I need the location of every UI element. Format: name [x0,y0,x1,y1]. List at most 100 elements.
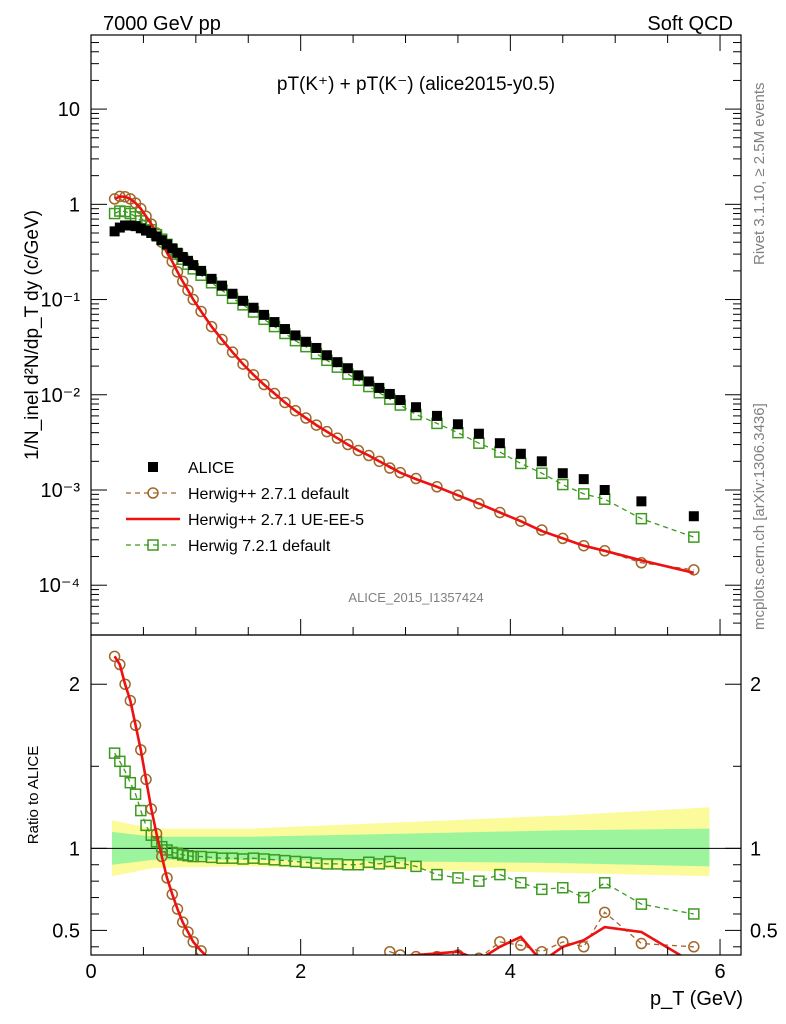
main-point-herwig-7-2-1-default [515,457,527,470]
main-point-alice [167,243,178,254]
main-y-tick-label: 10⁻² [41,385,81,407]
main-point-herwig-7-2-1-default [577,488,590,500]
main-point-herwig-2-7-1-default [300,412,312,424]
ratio-point-herwig-2-7-1-default [410,950,422,955]
analysis-label: ALICE_2015_I1357424 [348,590,483,605]
main-point-herwig-2-7-1-default [182,284,194,297]
ratio-y-tick-label-right: 0.5 [750,920,778,942]
main-point-alice [374,382,385,393]
main-point-alice [342,363,353,374]
main-point-herwig-2-7-1-default [321,425,333,438]
main-point-alice [599,484,610,495]
main-point-alice [353,370,364,381]
main-point-herwig-7-2-1-default [688,531,700,543]
main-point-herwig-2-7-1-default [331,432,344,444]
ratio-ticks: 0.5 0.5 1 1 2 2 0 2 4 6 [52,674,778,983]
ratio-point-herwig-7-2-1-default [515,877,527,889]
main-point-alice [411,402,421,413]
ratio-point-herwig-2-7-1-default [269,978,279,988]
ratio-point-herwig-2-7-1-default [364,980,374,990]
main-point-herwig-2-7-1-default [394,466,407,479]
x-axis-label: p_T (GeV) [650,988,743,1010]
main-y-tick-label: 10⁻³ [41,480,81,502]
ratio-point-herwig-2-7-1-default [322,982,332,992]
x-tick-label: 4 [505,961,516,983]
main-point-herwig-2-7-1-default [268,387,281,400]
main-point-alice [300,336,311,347]
ratio-point-herwig-7-2-1-default [119,765,131,777]
ratio-point-herwig-2-7-1-default [108,650,121,663]
ratio-point-herwig-7-2-1-default [124,776,137,789]
main-point-alice [557,468,568,479]
main-point-herwig-2-7-1-default [473,497,485,510]
ratio-point-herwig-7-2-1-default [635,898,648,910]
main-point-alice [156,235,167,246]
ratio-point-herwig-2-7-1-default [217,963,227,973]
legend-marker-alice [148,462,158,472]
main-point-alice [217,280,228,291]
ratio-point-herwig-2-7-1-default [311,982,321,992]
legend-label-herwig-2-7-1-ue-ee-5: Herwig++ 2.7.1 UE-EE-5 [188,512,364,529]
main-point-alice [196,265,207,276]
ratio-point-herwig-2-7-1-default [374,980,384,990]
main-point-herwig-2-7-1-default [494,506,506,519]
ratio-y-axis-label: Ratio to ALICE [25,746,42,844]
main-point-alice [515,448,526,459]
main-point-alice [238,295,249,306]
main-point-herwig-2-7-1-default [352,444,365,457]
legend: ALICE Herwig++ 2.7.1 default Herwig++ 2.7.… [126,460,364,555]
legend-label-alice: ALICE [188,460,234,477]
ratio-series-group [108,650,700,992]
main-panel: 10 1 10⁻¹ 10⁻² 10⁻³ 10⁻⁴ pT(K⁺) + pT(K⁻) (ali… [22,34,742,636]
main-point-herwig-2-7-1-default [452,489,464,502]
main-point-herwig-2-7-1-default [237,358,249,370]
ratio-point-herwig-2-7-1-default [635,937,648,950]
ratio-point-herwig-7-2-1-default [473,875,485,887]
ratio-point-herwig-7-2-1-default [394,857,407,869]
main-point-alice [172,247,183,258]
legend-label-herwig-2-7-1-default: Herwig++ 2.7.1 default [188,486,350,503]
main-point-alice [688,511,699,522]
main-point-alice [141,225,152,236]
ratio-y-tick-label-left: 0.5 [52,920,80,942]
main-point-alice [162,239,173,250]
main-point-herwig-2-7-1-default [515,515,527,527]
main-point-alice [279,324,290,335]
main-point-alice [578,474,589,485]
main-y-axis-label: 1/N_inel d²N/dp_T dy (c/GeV) [22,210,43,460]
ratio-point-herwig-2-7-1-default [301,982,311,992]
ratio-point-herwig-7-2-1-default [431,868,443,881]
x-tick-label: 6 [714,961,725,983]
main-point-alice [269,317,280,328]
ratio-point-herwig-2-7-1-default [166,888,178,901]
main-point-herwig-7-2-1-default [635,512,648,525]
main-point-herwig-2-7-1-default [310,419,323,431]
main-plot-area [108,190,700,576]
legend-label-herwig-7-2-1-default: Herwig 7.2.1 default [188,538,331,555]
ratio-point-herwig-7-2-1-default [187,850,199,863]
ratio-line-herwig-2-7-1-ue-ee-5 [113,655,683,955]
ratio-point-herwig-2-7-1-default [343,982,353,992]
ratio-point-herwig-2-7-1-default [211,954,212,955]
ratio-point-herwig-2-7-1-default [280,980,290,990]
main-point-alice [146,227,157,238]
main-point-alice [290,330,301,341]
main-y-tick-label: 10⁻⁴ [39,575,80,597]
main-y-tick-label: 10 [58,99,80,121]
main-point-alice [135,223,146,234]
ratio-y-tick-label-right: 2 [750,674,761,696]
main-point-herwig-7-2-1-default [494,446,506,458]
main-point-alice [332,357,343,368]
main-point-alice [431,410,442,421]
ratio-band-inner [112,828,710,867]
main-point-alice [258,309,269,320]
ratio-point-herwig-7-2-1-default [577,891,590,904]
main-point-alice [494,438,505,449]
ratio-point-herwig-7-2-1-default [129,788,142,800]
main-point-alice [473,428,484,439]
main-point-herwig-7-2-1-default [557,478,569,491]
main-point-alice [125,220,136,231]
main-point-alice [452,419,463,430]
main-point-alice [206,273,217,284]
